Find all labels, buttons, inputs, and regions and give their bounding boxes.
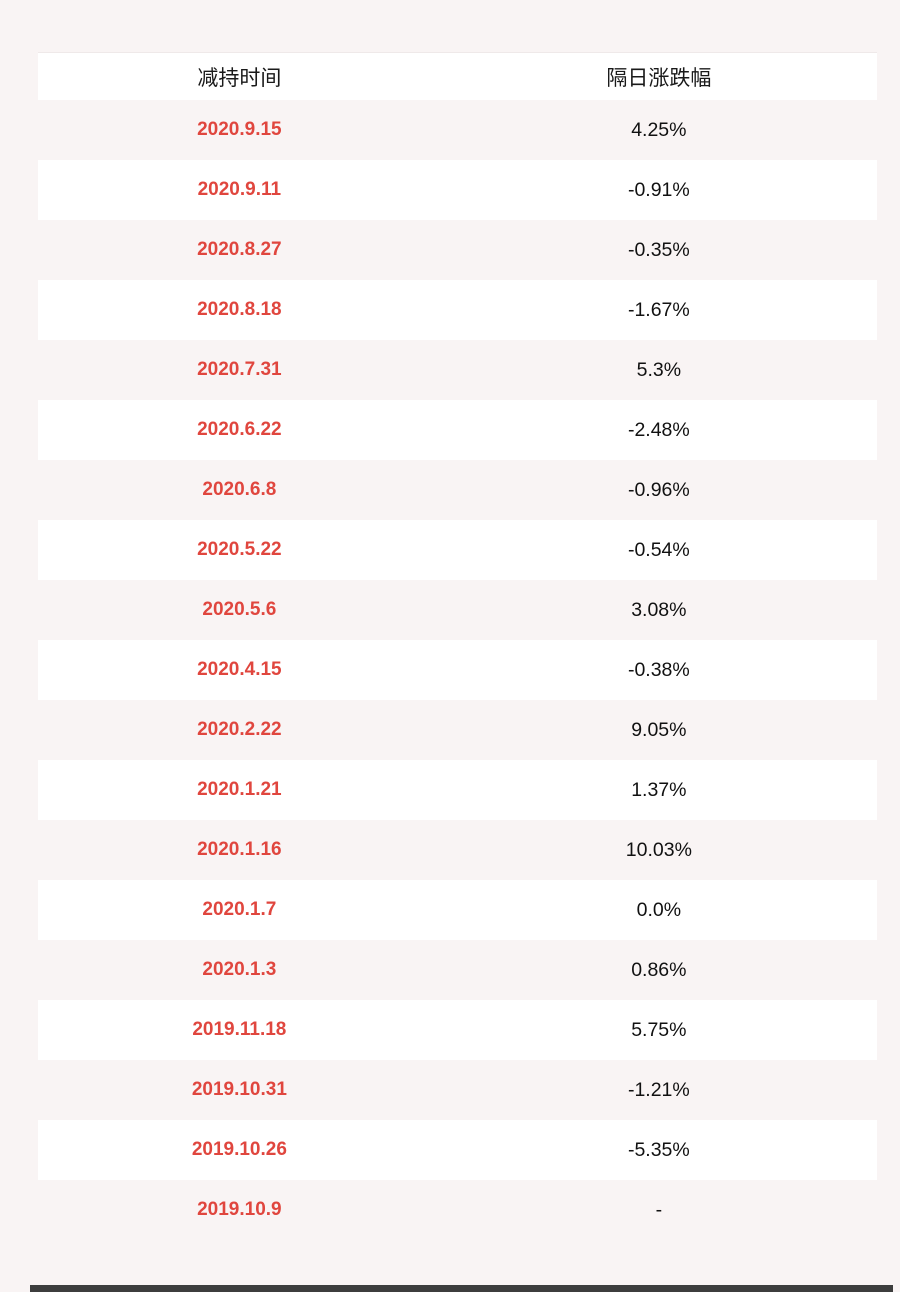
change-cell: -0.38% [627, 658, 690, 681]
column-header-next-day-change: 隔日涨跌幅 [606, 66, 712, 90]
date-cell: 2020.1.3 [202, 959, 277, 980]
table-row: 2019.10.9 - [38, 1180, 877, 1240]
date-cell: 2020.1.16 [197, 839, 282, 860]
table-row: 2020.1.7 0.0% [38, 880, 877, 940]
change-cell: - [655, 1198, 663, 1221]
change-cell: 5.3% [636, 358, 682, 381]
table-row: 2020.1.3 0.86% [38, 940, 877, 1000]
table-row: 2020.7.31 5.3% [38, 340, 877, 400]
table-row: 2020.9.15 4.25% [38, 100, 877, 160]
table-row: 2020.1.16 10.03% [38, 820, 877, 880]
change-cell: 0.0% [636, 898, 682, 921]
column-header-reduction-date: 减持时间 [197, 66, 282, 90]
change-cell: -1.21% [627, 1078, 690, 1101]
table-row: 2019.10.31 -1.21% [38, 1060, 877, 1120]
footer-bar [30, 1285, 893, 1292]
date-cell: 2020.6.22 [197, 419, 282, 440]
change-cell: 9.05% [631, 718, 687, 741]
change-cell: -2.48% [627, 418, 690, 441]
date-cell: 2020.5.6 [202, 599, 277, 620]
change-cell: -1.67% [627, 298, 690, 321]
change-cell: -0.35% [627, 238, 690, 261]
date-cell: 2020.9.11 [197, 179, 282, 200]
table-row: 2020.2.22 9.05% [38, 700, 877, 760]
table-row: 2020.5.22 -0.54% [38, 520, 877, 580]
holdings-table: 减持时间 隔日涨跌幅 2020.9.15 4.25% 2020.9.11 -0.… [38, 52, 877, 1240]
change-cell: -0.91% [627, 178, 690, 201]
change-cell: -0.54% [627, 538, 690, 561]
date-cell: 2019.10.9 [197, 1199, 282, 1220]
table-row: 2020.6.8 -0.96% [38, 460, 877, 520]
date-cell: 2020.4.15 [197, 659, 282, 680]
table-row: 2020.9.11 -0.91% [38, 160, 877, 220]
table-row: 2019.11.18 5.75% [38, 1000, 877, 1060]
change-cell: 0.86% [631, 958, 687, 981]
date-cell: 2020.2.22 [197, 719, 282, 740]
table-body: 2020.9.15 4.25% 2020.9.11 -0.91% 2020.8.… [38, 100, 877, 1240]
table-row: 2020.8.18 -1.67% [38, 280, 877, 340]
change-cell: 10.03% [625, 838, 692, 861]
date-cell: 2020.7.31 [197, 359, 282, 380]
table-row: 2020.5.6 3.08% [38, 580, 877, 640]
date-cell: 2020.8.27 [197, 239, 282, 260]
table-row: 2020.6.22 -2.48% [38, 400, 877, 460]
date-cell: 2020.9.15 [197, 119, 282, 140]
change-cell: 4.25% [631, 118, 687, 141]
table-header-row: 减持时间 隔日涨跌幅 [38, 52, 877, 100]
change-cell: 3.08% [631, 598, 687, 621]
date-cell: 2020.5.22 [197, 539, 282, 560]
date-cell: 2020.1.21 [197, 779, 282, 800]
table-row: 2020.4.15 -0.38% [38, 640, 877, 700]
change-cell: 1.37% [631, 778, 687, 801]
date-cell: 2019.10.26 [191, 1139, 287, 1160]
date-cell: 2020.6.8 [202, 479, 277, 500]
change-cell: 5.75% [631, 1018, 687, 1041]
change-cell: -5.35% [627, 1138, 690, 1161]
date-cell: 2020.1.7 [202, 899, 277, 920]
date-cell: 2019.11.18 [192, 1019, 287, 1040]
date-cell: 2019.10.31 [191, 1079, 287, 1100]
date-cell: 2020.8.18 [197, 299, 282, 320]
table-row: 2020.8.27 -0.35% [38, 220, 877, 280]
table-row: 2019.10.26 -5.35% [38, 1120, 877, 1180]
change-cell: -0.96% [627, 478, 690, 501]
table-row: 2020.1.21 1.37% [38, 760, 877, 820]
